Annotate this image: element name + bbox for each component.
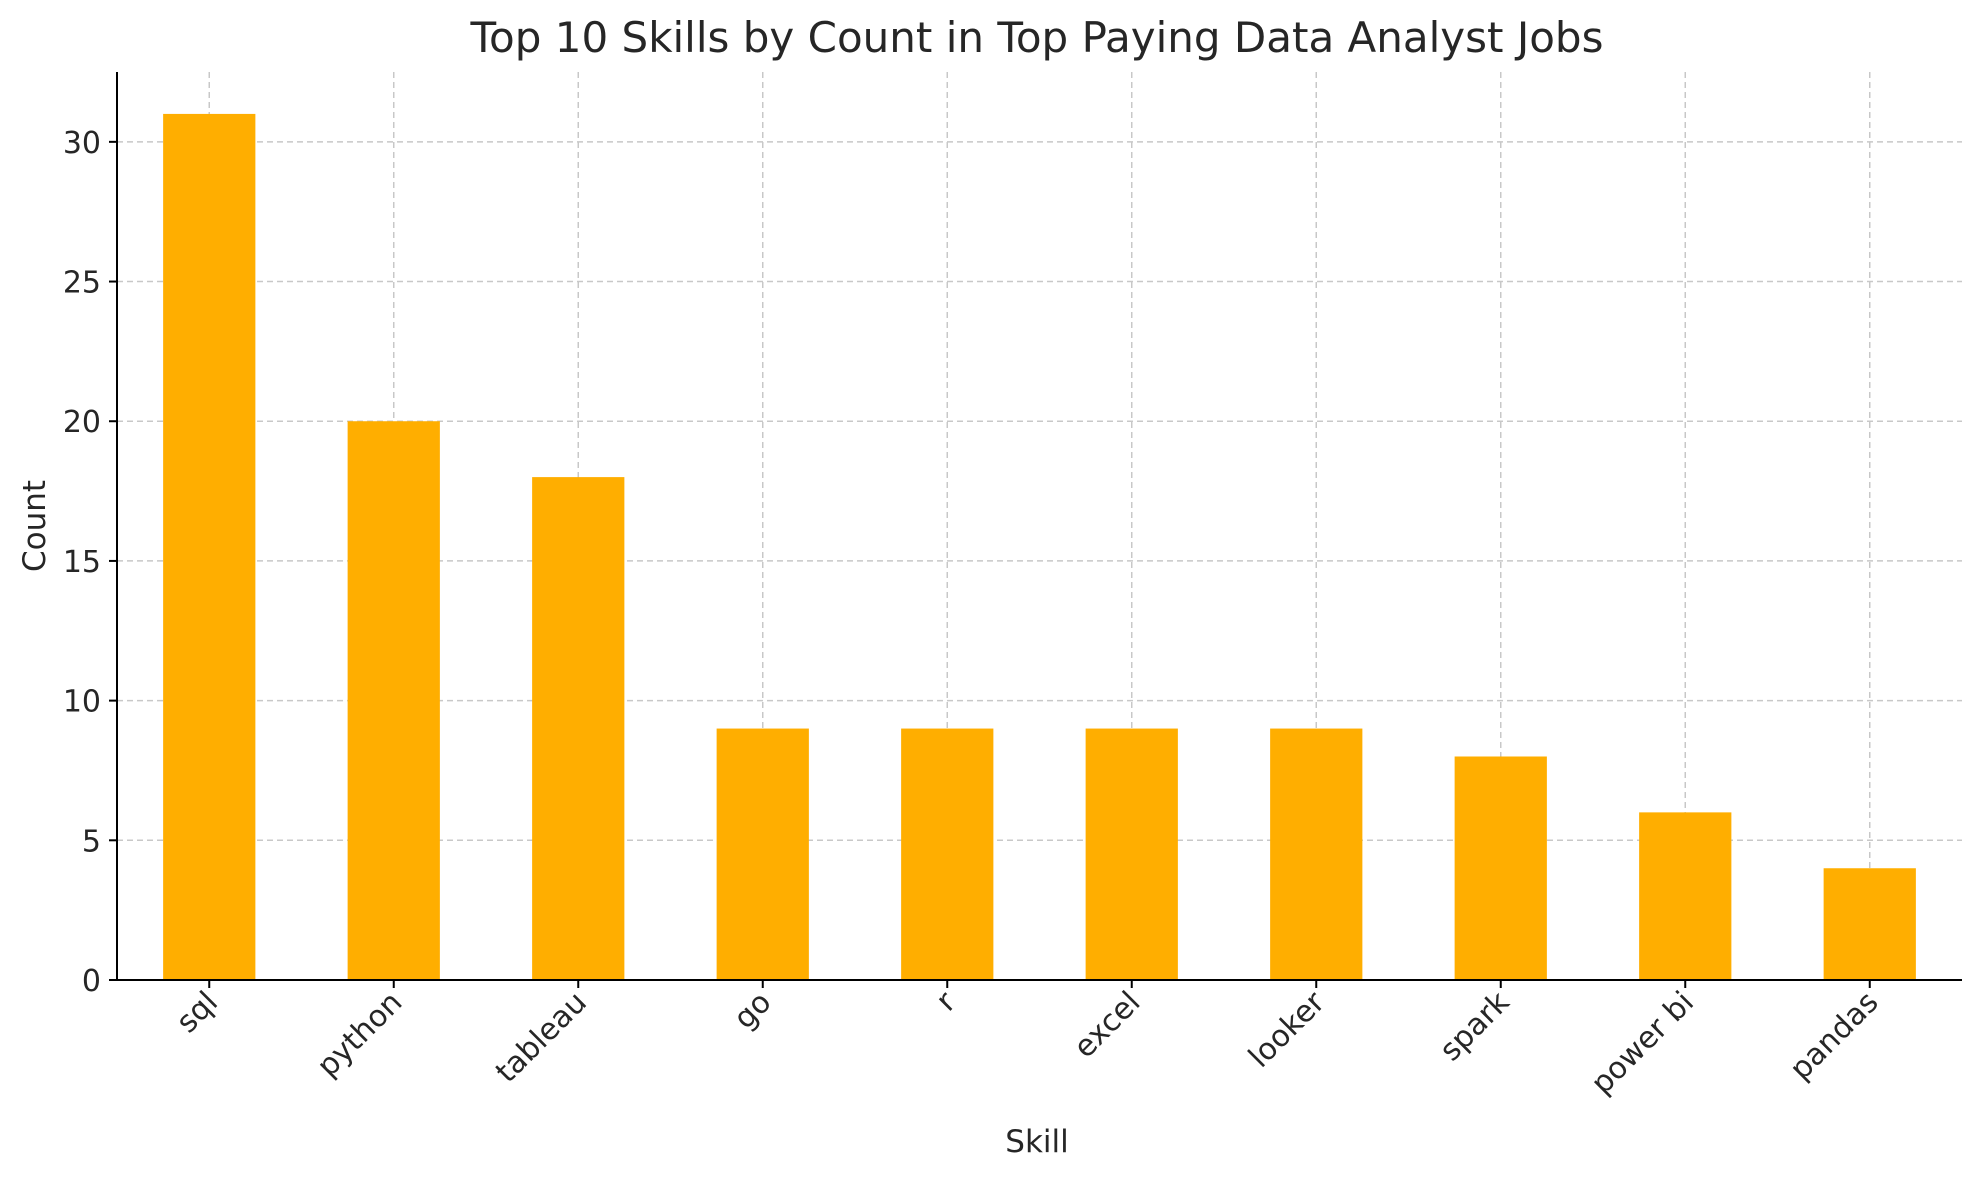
y-tick-label: 15 bbox=[63, 545, 101, 580]
y-tick-label: 5 bbox=[82, 824, 101, 859]
bar-python bbox=[347, 421, 440, 980]
y-axis-label: Count bbox=[17, 480, 53, 572]
x-axis-label: Skill bbox=[1005, 1124, 1068, 1160]
x-tick-label: sql bbox=[170, 985, 225, 1040]
y-tick-label: 0 bbox=[82, 964, 101, 999]
axes bbox=[116, 72, 1962, 981]
bar-power-bi bbox=[1639, 812, 1732, 980]
x-tick-label: r bbox=[929, 984, 963, 1018]
x-tick-label: go bbox=[727, 985, 778, 1036]
chart-title: Top 10 Skills by Count in Top Paying Dat… bbox=[470, 13, 1604, 62]
x-tick-label: tableau bbox=[489, 985, 594, 1090]
y-tick-label: 30 bbox=[63, 126, 101, 161]
bar-looker bbox=[1270, 728, 1363, 980]
x-axis-ticks: sql python tableau go r excel looker spark power… bbox=[170, 980, 1885, 1101]
y-tick-label: 20 bbox=[63, 405, 101, 440]
x-tick-label: power bi bbox=[1584, 985, 1700, 1101]
y-tick-label: 10 bbox=[63, 685, 101, 720]
y-tick-label: 25 bbox=[63, 266, 101, 301]
x-tick-label: python bbox=[310, 985, 409, 1084]
y-axis-ticks: 0 5 10 15 20 25 30 bbox=[63, 126, 117, 999]
bar-spark bbox=[1454, 756, 1547, 980]
x-tick-label: pandas bbox=[1783, 985, 1885, 1087]
bar-r bbox=[901, 728, 994, 980]
bar-pandas bbox=[1823, 868, 1916, 980]
grid-lines bbox=[117, 72, 1962, 981]
x-tick-label: spark bbox=[1433, 984, 1517, 1068]
bar-go bbox=[716, 728, 809, 980]
bar-tableau bbox=[532, 477, 625, 980]
bar-sql bbox=[163, 113, 256, 980]
bar-excel bbox=[1085, 728, 1178, 980]
x-tick-label: looker bbox=[1242, 984, 1332, 1074]
bars bbox=[163, 113, 1916, 980]
x-tick-label: excel bbox=[1067, 985, 1147, 1065]
